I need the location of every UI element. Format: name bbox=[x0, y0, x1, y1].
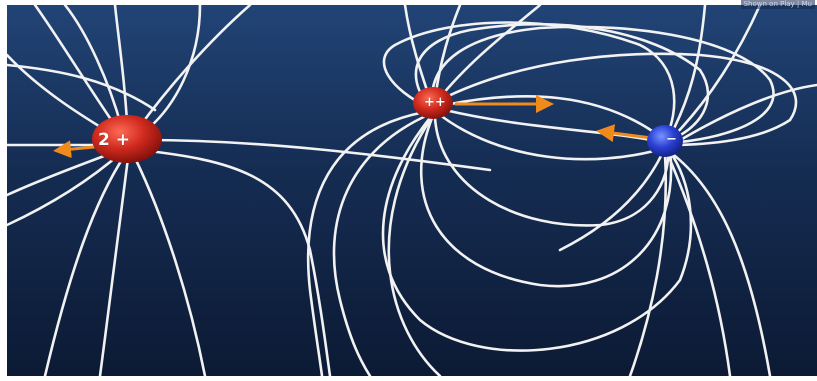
field-lines-canvas bbox=[7, 5, 817, 376]
positive-charge-left bbox=[92, 115, 162, 163]
force-arrow-right bbox=[596, 124, 653, 143]
negative-charge-right bbox=[647, 125, 683, 157]
video-overlay-caption: Shown on Play | Mu bbox=[740, 0, 815, 9]
background bbox=[7, 5, 817, 376]
field-line-scene bbox=[7, 5, 817, 376]
positive-charge-middle bbox=[413, 87, 453, 119]
